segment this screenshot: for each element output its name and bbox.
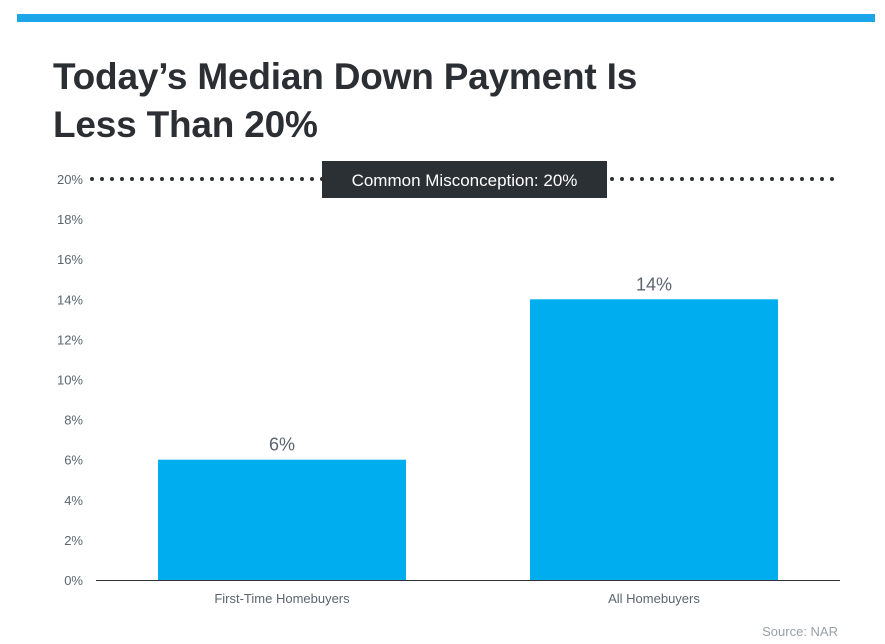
data-label: 14% xyxy=(636,274,672,294)
y-tick-label: 16% xyxy=(57,252,83,267)
y-tick-label: 8% xyxy=(64,413,83,428)
y-tick-label: 2% xyxy=(64,533,83,548)
bar xyxy=(530,299,778,580)
y-tick-label: 4% xyxy=(64,493,83,508)
y-tick-label: 12% xyxy=(57,332,83,347)
y-tick-label: 18% xyxy=(57,212,83,227)
y-tick-label: 10% xyxy=(57,373,83,388)
chart-title-line-1: Today’s Median Down Payment Is xyxy=(53,56,638,97)
source-note: Source: NAR xyxy=(762,624,838,639)
data-label: 6% xyxy=(269,435,295,455)
x-tick-label: First-Time Homebuyers xyxy=(214,591,350,606)
y-tick-label: 20% xyxy=(57,172,83,187)
y-tick-label: 6% xyxy=(64,453,83,468)
x-tick-label: All Homebuyers xyxy=(608,591,700,606)
bar xyxy=(158,459,406,580)
chart-title: Today’s Median Down Payment Is Less Than… xyxy=(53,53,833,149)
chart-title-line-2: Less Than 20% xyxy=(53,104,318,145)
reference-label: Common Misconception: 20% xyxy=(352,171,578,190)
y-tick-label: 14% xyxy=(57,292,83,307)
y-tick-label: 0% xyxy=(64,573,83,588)
reference-label-box xyxy=(322,161,607,198)
accent-bar xyxy=(17,14,875,22)
